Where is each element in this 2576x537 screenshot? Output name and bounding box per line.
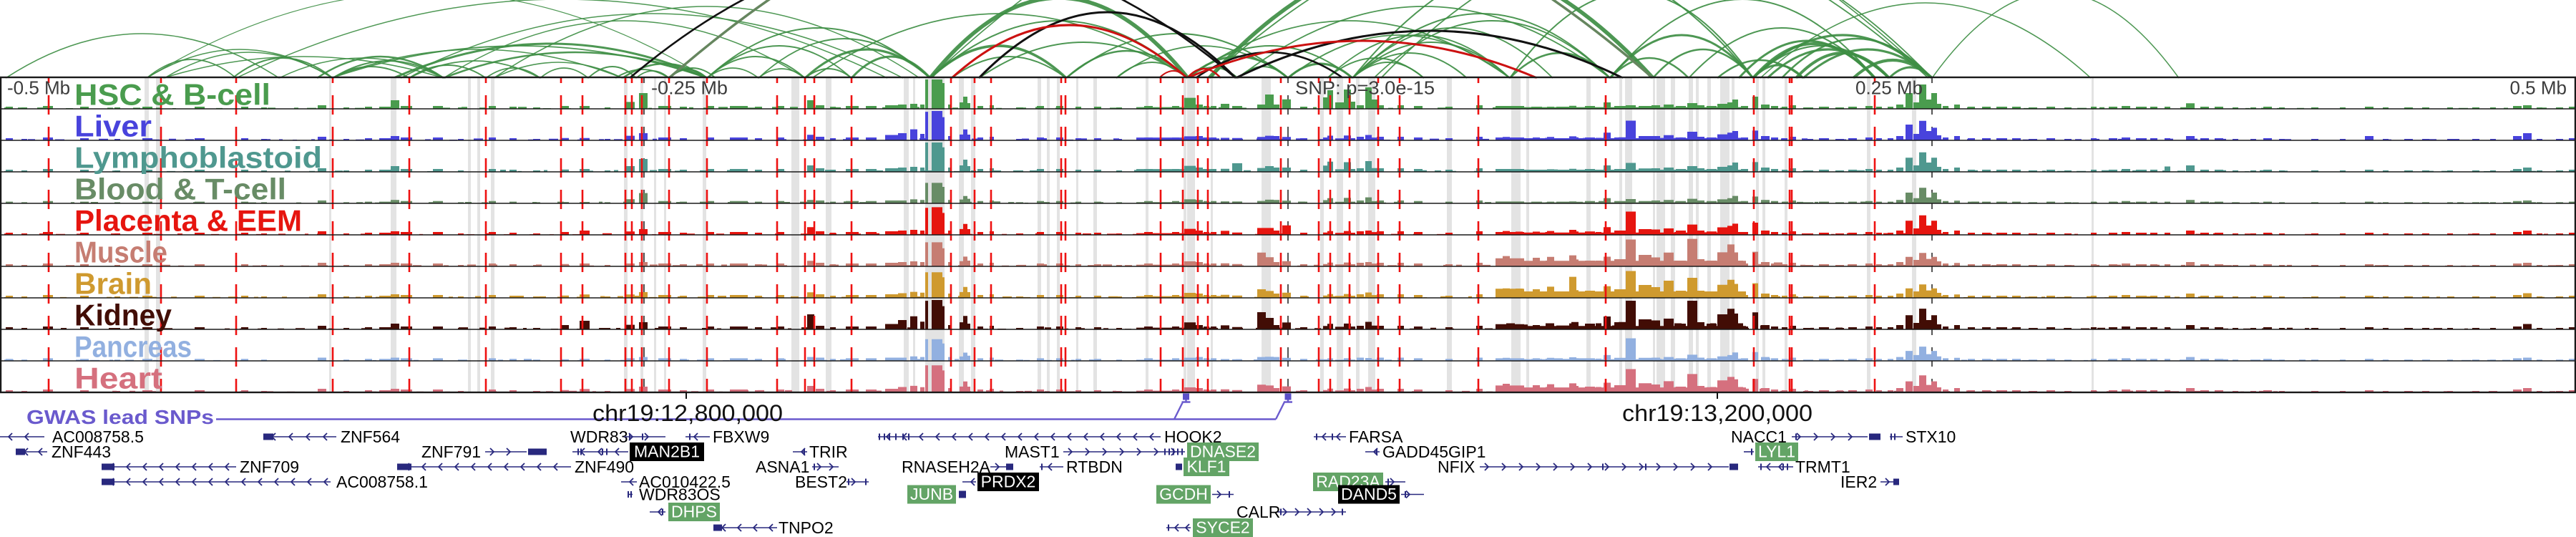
svg-text:0.25 Mb: 0.25 Mb <box>1855 77 1923 99</box>
svg-text:CALR: CALR <box>1236 503 1280 521</box>
svg-text:AC010422.5: AC010422.5 <box>639 473 731 491</box>
svg-text:HSC & B-cell: HSC & B-cell <box>74 78 270 112</box>
svg-text:LYL1: LYL1 <box>1758 442 1795 461</box>
svg-text:PRDX2: PRDX2 <box>981 473 1036 491</box>
svg-text:MAST1: MAST1 <box>1005 442 1060 461</box>
svg-text:KLF1: KLF1 <box>1187 458 1226 476</box>
svg-text:SYCE2: SYCE2 <box>1196 518 1249 537</box>
svg-text:0.5 Mb: 0.5 Mb <box>2510 77 2567 99</box>
svg-text:Blood & T-cell: Blood & T-cell <box>74 173 286 206</box>
svg-text:RTBDN: RTBDN <box>1066 458 1123 476</box>
svg-text:ASNA1: ASNA1 <box>756 458 809 476</box>
svg-text:FBXW9: FBXW9 <box>713 427 769 446</box>
svg-text:chr19:12,800,000: chr19:12,800,000 <box>592 400 783 426</box>
svg-text:MAN2B1: MAN2B1 <box>634 442 700 461</box>
svg-text:SNP: p=3.0e-15: SNP: p=3.0e-15 <box>1295 77 1435 99</box>
svg-text:ZNF709: ZNF709 <box>240 458 299 476</box>
svg-text:TNPO2: TNPO2 <box>779 518 834 537</box>
svg-text:STX10: STX10 <box>1906 427 1956 446</box>
svg-text:Heart: Heart <box>74 362 162 395</box>
svg-text:RNASEH2A: RNASEH2A <box>902 458 991 476</box>
svg-text:chr19:13,200,000: chr19:13,200,000 <box>1622 400 1813 426</box>
svg-text:ZNF490: ZNF490 <box>575 458 634 476</box>
svg-text:ZNF564: ZNF564 <box>341 427 400 446</box>
svg-text:NFIX: NFIX <box>1438 458 1475 476</box>
svg-text:Placenta & EEM: Placenta & EEM <box>74 204 302 238</box>
svg-text:GADD45GIP1: GADD45GIP1 <box>1382 442 1485 461</box>
svg-text:DAND5: DAND5 <box>1341 485 1397 503</box>
svg-text:FARSA: FARSA <box>1349 427 1403 446</box>
svg-text:Pancreas: Pancreas <box>74 330 192 364</box>
svg-text:JUNB: JUNB <box>910 485 953 503</box>
svg-text:Liver: Liver <box>74 110 152 143</box>
svg-text:Muscle: Muscle <box>74 236 167 269</box>
svg-text:-0.25 Mb: -0.25 Mb <box>651 77 728 99</box>
svg-text:BEST2: BEST2 <box>795 473 847 491</box>
svg-text:IER2: IER2 <box>1840 473 1877 491</box>
svg-text:TRIR: TRIR <box>809 442 848 461</box>
svg-text:AC008758.5: AC008758.5 <box>52 427 144 446</box>
svg-text:ZNF791: ZNF791 <box>421 442 481 461</box>
svg-text:-0.5 Mb: -0.5 Mb <box>7 77 70 99</box>
svg-text:DHPS: DHPS <box>671 503 717 521</box>
svg-text:AC008758.1: AC008758.1 <box>336 473 428 491</box>
svg-text:WDR83: WDR83 <box>570 427 628 446</box>
svg-text:GWAS lead SNPs: GWAS lead SNPs <box>26 406 214 428</box>
svg-text:Lymphoblastoid: Lymphoblastoid <box>74 141 322 175</box>
svg-text:Kidney: Kidney <box>74 299 172 332</box>
svg-text:WDR83OS: WDR83OS <box>639 485 721 504</box>
svg-text:ZNF443: ZNF443 <box>52 442 111 461</box>
svg-text:Brain: Brain <box>74 267 152 301</box>
svg-text:GCDH: GCDH <box>1159 485 1208 503</box>
svg-text:TRMT1: TRMT1 <box>1795 458 1850 476</box>
